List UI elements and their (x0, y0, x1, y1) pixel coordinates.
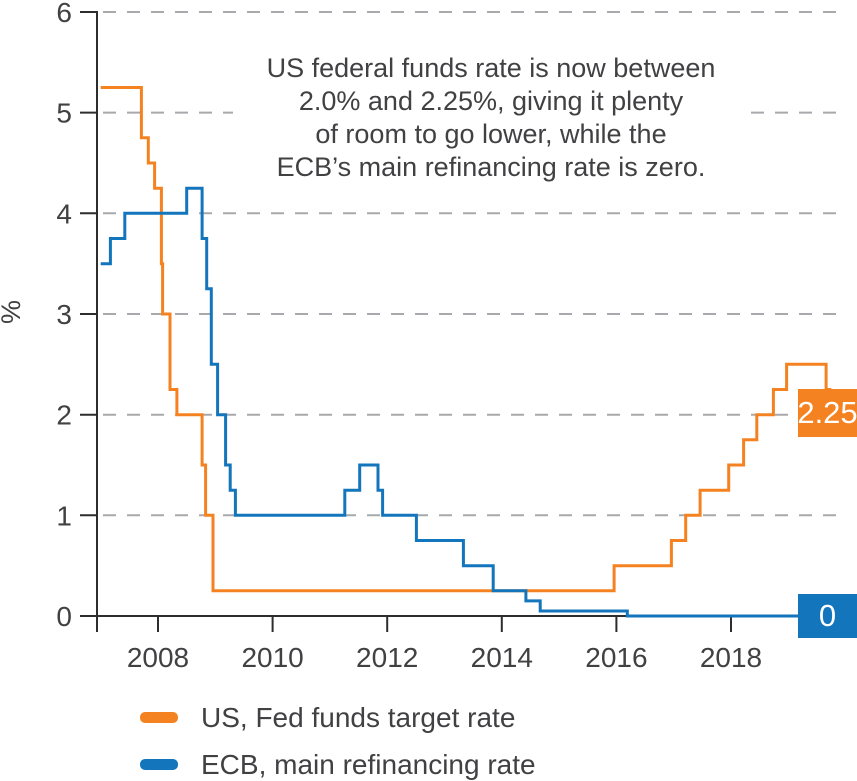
us-rate-end-value-badge: 2.25 (797, 389, 857, 437)
y-tick-label: 5 (56, 98, 72, 129)
ecb-rate-end-value-badge: 0 (798, 594, 857, 638)
x-tick-label: 2008 (127, 642, 189, 673)
legend-item-us: US, Fed funds target rate (140, 701, 536, 734)
x-tick-label: 2012 (356, 642, 418, 673)
x-tick-label: 2014 (471, 642, 533, 673)
legend-label-us: US, Fed funds target rate (201, 701, 516, 733)
legend: US, Fed funds target rate ECB, main refi… (140, 701, 536, 781)
ecb-series-swatch-icon (140, 759, 178, 770)
legend-label-ecb: ECB, main refinancing rate (201, 748, 536, 780)
y-axis-unit-label: % (0, 300, 26, 324)
y-tick-label: 1 (56, 500, 72, 531)
y-tick-label: 3 (56, 299, 72, 330)
x-tick-label: 2016 (585, 642, 647, 673)
x-tick-label: 2010 (241, 642, 303, 673)
us-series-swatch-icon (140, 712, 178, 723)
series-line-us (100, 86, 832, 593)
chart-annotation: US federal funds rate is now between 2.0… (233, 52, 749, 184)
y-tick-label: 4 (56, 198, 72, 229)
y-tick-label: 0 (56, 601, 72, 632)
y-tick-label: 2 (56, 400, 72, 431)
y-tick-label: 6 (56, 0, 72, 28)
series-line-ecb (100, 186, 832, 618)
legend-item-ecb: ECB, main refinancing rate (140, 748, 536, 781)
x-tick-label: 2018 (700, 642, 762, 673)
